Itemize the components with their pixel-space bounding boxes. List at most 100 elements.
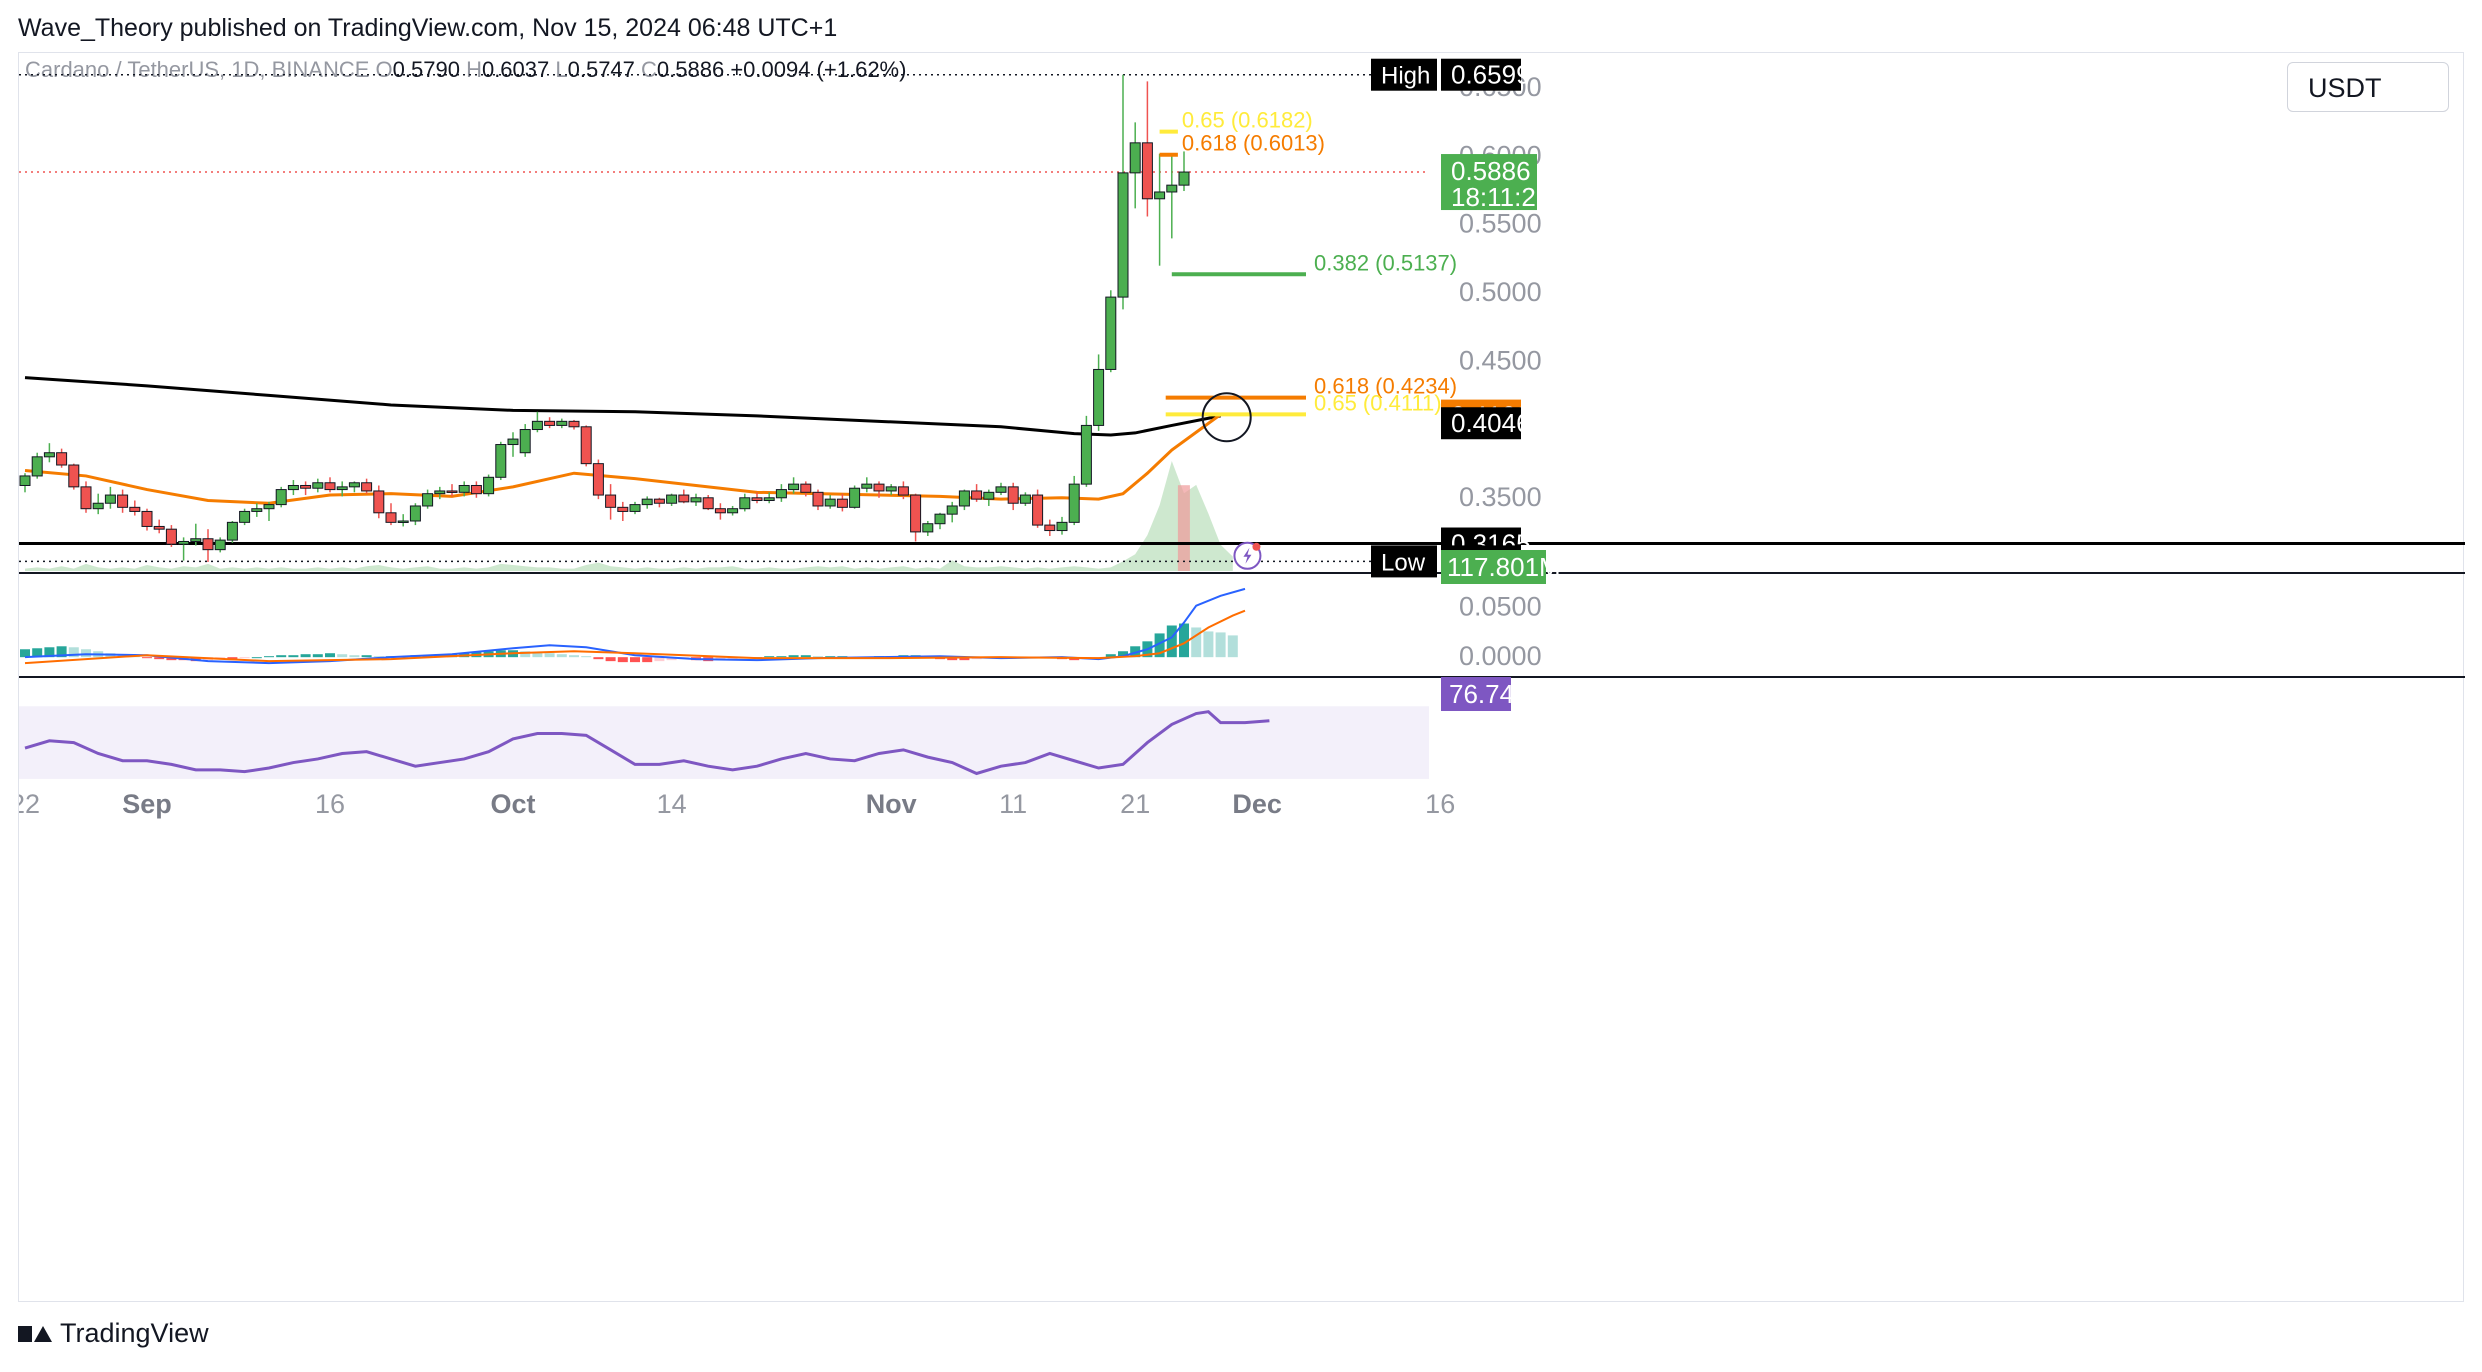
candle-body [580,426,592,465]
candle-body [300,484,312,489]
candle-body [605,494,617,508]
currency-unit-selector[interactable]: USDT [2287,62,2449,112]
candle-body [727,508,739,514]
chart-area[interactable]: Cardano / TetherUS, 1D, BINANCE O0.5790 … [18,52,2465,1303]
fib-label-2: 0.382 (0.5137) [1314,250,1457,275]
candle-body [68,464,80,488]
candle-body [324,482,336,491]
candle-body [251,508,263,512]
candle [556,418,568,429]
price-tag-label-bg [1371,58,1437,91]
candle [788,477,800,494]
candle-body [483,476,495,495]
candle [300,481,312,496]
macd-hist-bar [1191,627,1202,658]
candle-body [714,508,726,514]
y-tick-macd-1: 0.0000 [1459,641,1542,671]
candle [470,481,482,498]
macd-hist-bar [56,646,67,658]
candle [836,493,848,512]
candle-body [214,539,226,551]
macd-hist-bar [349,655,360,658]
candle [190,523,202,546]
candle-body [312,482,324,489]
macd-hist-bar [276,655,287,658]
candle-body [1093,368,1105,426]
candle [910,493,922,542]
candle-body [519,429,531,454]
candle-body [946,505,958,515]
macd-hist-bar [325,653,335,658]
macd-hist-bar [251,657,262,659]
candle [507,432,519,457]
candle [897,481,909,500]
macd-hist-bar [800,655,811,658]
candle-body [1117,172,1129,298]
candle-body [1166,184,1178,193]
candle-body [165,528,177,545]
candle-body [617,506,629,512]
candle [666,493,678,506]
candle [446,484,458,497]
candle [885,484,897,496]
candle [1105,290,1117,373]
macd-hist-bar [556,654,567,658]
candle-body [751,497,763,502]
price-tag-label: High [1381,63,1430,90]
candle [324,477,336,493]
x-tick-5: Nov [866,789,917,819]
candle-body [104,494,116,504]
candle [922,520,934,537]
candle [239,508,251,526]
macd-hist-bar [617,657,628,663]
candle [80,481,92,513]
candle [1166,156,1178,239]
candle-body [263,504,275,510]
candle [68,463,80,490]
candle [690,493,702,506]
macd-hist-bar [264,656,274,658]
candle [104,486,116,509]
candle [849,485,861,509]
candle-body [1044,524,1056,532]
candle-body [19,475,31,486]
candle [580,425,592,467]
x-tick-8: Dec [1232,789,1282,819]
price-tag-bg [1441,407,1521,440]
candle [202,529,214,562]
macd-hist-bar [1166,625,1177,658]
candle [226,520,238,543]
volume-tag: 117.801M [1447,552,1561,582]
candle-body [995,486,1007,493]
candle [934,512,946,530]
macd-hist-bar [166,657,177,661]
candle [617,501,629,521]
tradingview-logo-icon [18,1324,52,1344]
macd-hist-bar [1118,651,1128,658]
candle-body [763,497,775,502]
candle [983,489,995,506]
macd-hist-bar [788,655,799,658]
macd-hist-bar [337,654,348,658]
macd-hist-bar [20,649,30,658]
candle [1178,151,1190,192]
price-tag-text: 0.6599 [1451,60,1531,90]
volume-down-bar [1177,485,1190,571]
macd-hist-bar [642,657,653,663]
price-tag-label: Low [1381,549,1426,576]
candle [678,489,690,504]
candle [971,484,983,502]
macd-hist-bar [776,656,787,658]
price-tag-text: 0.4046 [1451,408,1531,438]
candle-body [470,484,482,495]
candle [129,500,141,516]
candle-body [641,498,653,506]
candle [714,503,726,520]
candle-body [702,497,714,510]
candle-body [653,498,665,504]
candle-body [56,452,68,466]
lightning-bolt [1243,547,1252,564]
candle-body [1068,483,1080,523]
chart-svg[interactable]: Cardano / TetherUS, 1D, BINANCE O0.5790 … [19,53,2465,1303]
candle [751,492,763,504]
